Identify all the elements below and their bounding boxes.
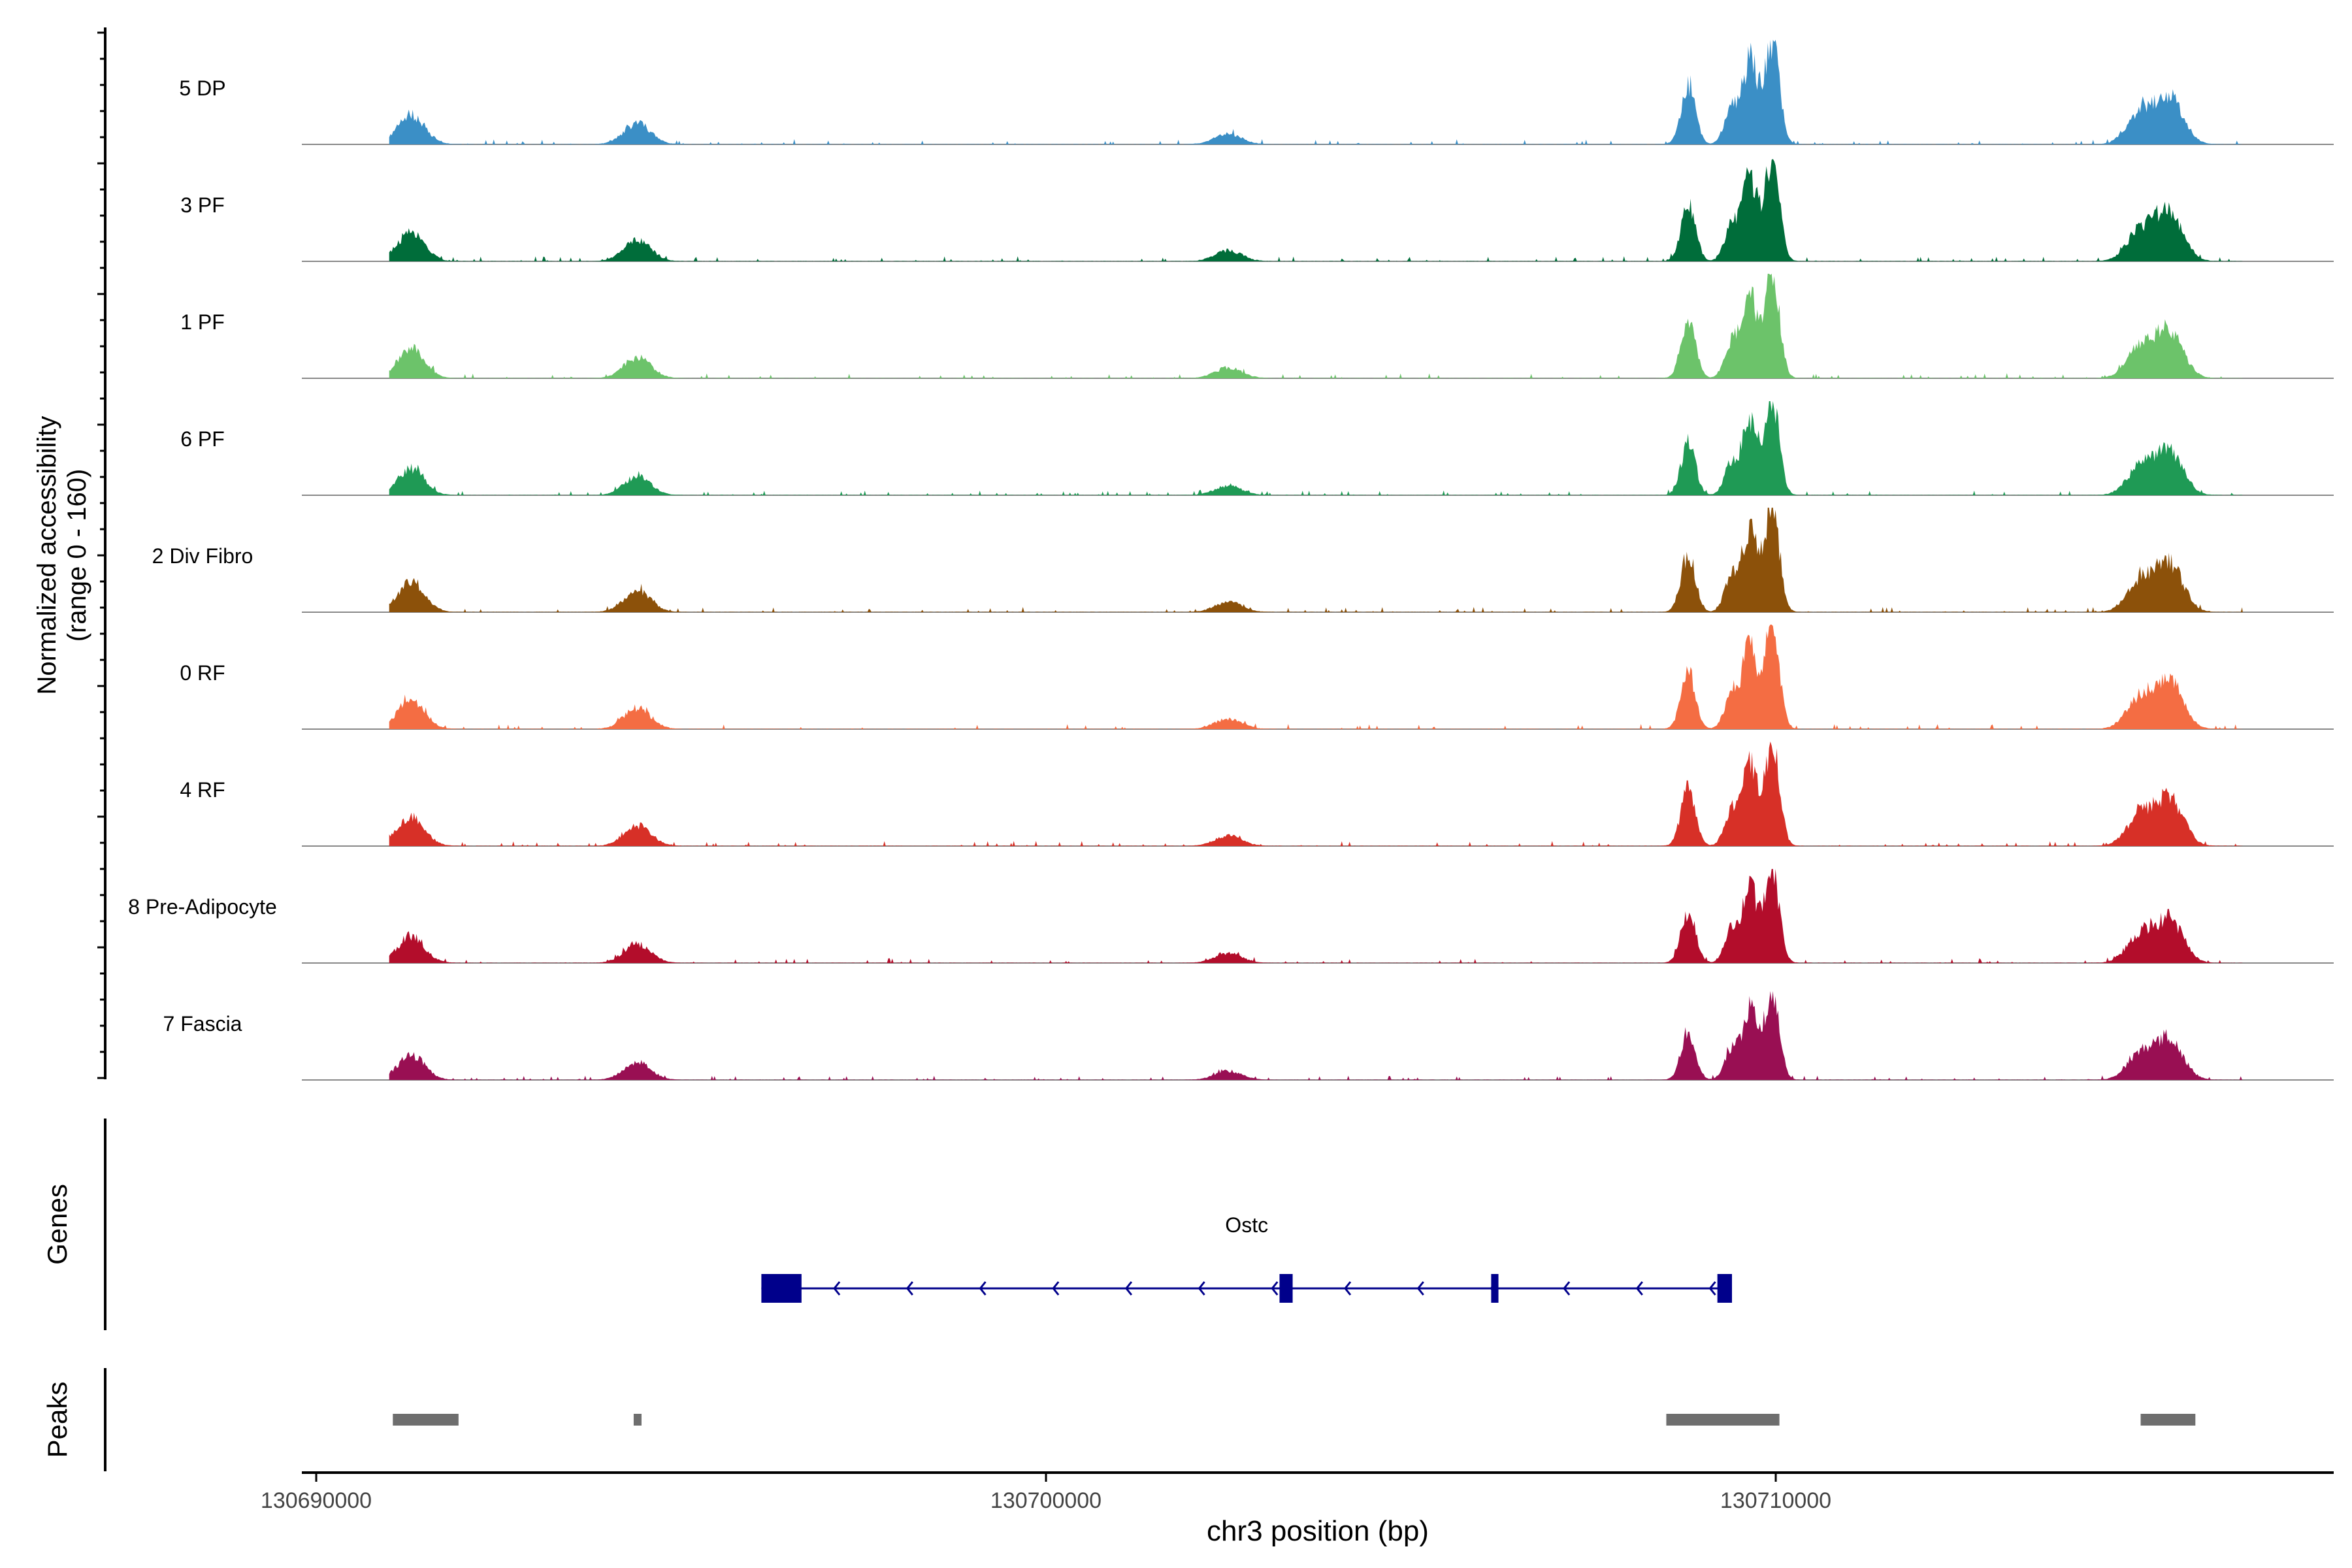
tracks-y-axis-ticks <box>97 31 105 1079</box>
strand-arrow <box>1708 1281 1716 1296</box>
coverage-area <box>389 159 2243 261</box>
strand-arrow <box>1344 1281 1352 1296</box>
x-axis-title: chr3 position (bp) <box>1207 1515 1429 1547</box>
x-tick-label: 130700000 <box>990 1488 1102 1513</box>
track-label: 3 PF <box>180 193 225 217</box>
peak-regions <box>393 1414 2196 1426</box>
strand-arrow <box>1416 1281 1424 1296</box>
peaks-panel-label: Peaks <box>42 1382 73 1458</box>
track-label: 6 PF <box>180 427 225 451</box>
coverage-area <box>389 869 2243 963</box>
coverage-area <box>389 742 2243 846</box>
track-label: 0 RF <box>180 661 225 685</box>
strand-arrow <box>1052 1281 1060 1296</box>
track-label: 8 Pre-Adipocyte <box>128 895 277 919</box>
strand-arrow <box>1563 1281 1571 1296</box>
strand-arrow <box>1124 1281 1133 1296</box>
gene-name-label: Ostc <box>1225 1213 1268 1237</box>
strand-arrow <box>1198 1281 1205 1296</box>
track-label: 4 RF <box>180 778 225 802</box>
track-label: 1 PF <box>180 310 225 334</box>
coverage-area <box>389 625 2243 729</box>
strand-arrow <box>979 1281 987 1296</box>
strand-arrow <box>1271 1281 1279 1296</box>
x-axis-ticks: 130690000 130700000 130710000 <box>261 1473 1831 1513</box>
track-0-rf: 0 RF <box>180 625 2334 730</box>
track-1-pf: 1 PF <box>180 274 2334 379</box>
peak-region <box>633 1414 642 1426</box>
track-4-rf: 4 RF <box>180 742 2334 847</box>
coverage-area <box>389 40 2243 144</box>
exon-block <box>761 1274 802 1303</box>
exon-block <box>1279 1274 1293 1303</box>
coverage-area <box>389 508 2243 612</box>
coverage-tracks: 5 DP 3 PF 1 PF 6 PF 2 Div Fibro 0 RF 4 RF 8 Pre… <box>128 40 2334 1081</box>
x-tick-label: 130690000 <box>261 1488 372 1513</box>
coverage-area <box>389 274 2243 378</box>
exon-block <box>1491 1274 1499 1303</box>
y-axis-title: Normalized accessibility (range 0 - 160) <box>33 416 91 695</box>
track-label: 2 Div Fibro <box>152 544 253 568</box>
coverage-area <box>389 401 2243 495</box>
gene-model: Ostc <box>761 1213 1732 1303</box>
strand-arrow <box>833 1281 841 1296</box>
strand-arrow <box>1635 1281 1643 1296</box>
track-5-dp: 5 DP <box>179 40 2334 145</box>
peak-region <box>1666 1414 1780 1426</box>
track-7-fascia: 7 Fascia <box>163 991 2334 1081</box>
y-axis-title-line2: (range 0 - 160) <box>63 469 91 642</box>
x-tick-label: 130710000 <box>1720 1488 1831 1513</box>
peak-region <box>393 1414 459 1426</box>
track-6-pf: 6 PF <box>180 401 2334 496</box>
track-label: 5 DP <box>179 76 225 100</box>
genes-panel-label: Genes <box>42 1184 73 1265</box>
y-axis-title-line1: Normalized accessibility <box>33 416 61 695</box>
track-2-div-fibro: 2 Div Fibro <box>152 508 2334 613</box>
strand-arrow <box>906 1281 913 1296</box>
track-8-pre-adipocyte: 8 Pre-Adipocyte <box>128 869 2334 964</box>
track-label: 7 Fascia <box>163 1012 242 1036</box>
peak-region <box>2140 1414 2196 1426</box>
exon-block <box>1717 1274 1732 1303</box>
coverage-area <box>389 991 2243 1080</box>
track-3-pf: 3 PF <box>180 159 2334 262</box>
